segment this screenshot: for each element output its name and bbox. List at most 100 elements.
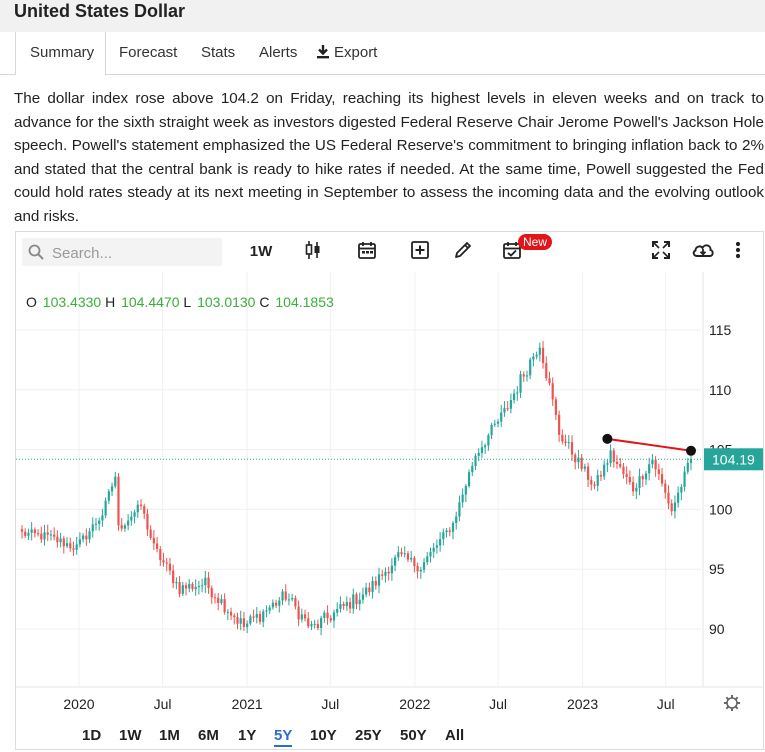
- candle-body: [291, 598, 294, 600]
- fullscreen-button[interactable]: [649, 240, 673, 264]
- gear-icon-tooth: [734, 696, 739, 701]
- candle-body: [320, 617, 323, 628]
- symbol-search[interactable]: [22, 238, 222, 266]
- candle-body: [432, 547, 435, 552]
- candle-body: [88, 531, 91, 540]
- candle-body: [583, 466, 586, 469]
- candle-body: [149, 529, 152, 538]
- candle-body: [175, 582, 178, 584]
- candle-body: [59, 538, 62, 543]
- candle-body: [300, 614, 303, 620]
- candle-body: [496, 421, 500, 424]
- candle-body: [426, 556, 429, 563]
- candle-body: [210, 588, 213, 598]
- tab-summary[interactable]: Summary: [15, 32, 107, 75]
- tab-stats[interactable]: Stats: [201, 32, 235, 74]
- open-label: O: [26, 294, 37, 310]
- candle-body: [146, 513, 149, 530]
- price-chart[interactable]: 90951001051101152020Jul2021Jul2022Jul202…: [16, 232, 763, 720]
- candle-body: [377, 574, 381, 586]
- range-25y[interactable]: 25Y: [355, 727, 382, 744]
- draw-button[interactable]: [451, 240, 475, 264]
- tab-bar: Summary Forecast Stats Alerts Export: [0, 32, 765, 75]
- candle-body: [49, 534, 53, 536]
- candle-body: [72, 548, 75, 550]
- range-10y[interactable]: 10Y: [310, 727, 337, 744]
- candle-body: [246, 623, 249, 627]
- candle-body: [599, 475, 603, 477]
- candle-body: [162, 560, 165, 563]
- range-1w[interactable]: 1W: [119, 727, 142, 744]
- candle-body: [577, 457, 580, 463]
- candle-body: [660, 474, 664, 484]
- candle-body: [558, 414, 561, 435]
- candle-body: [632, 482, 635, 492]
- calendar-button[interactable]: [355, 240, 379, 264]
- candle-body: [201, 585, 204, 587]
- candle-body: [339, 603, 342, 609]
- candle-body: [670, 503, 673, 512]
- candle-body: [184, 585, 188, 589]
- candle-body: [519, 374, 522, 393]
- candle-body: [123, 525, 127, 529]
- search-input[interactable]: [50, 242, 219, 264]
- candle-body: [451, 523, 455, 532]
- candle-body: [268, 607, 271, 611]
- tab-alerts[interactable]: Alerts: [259, 32, 297, 74]
- candle-body: [387, 571, 390, 574]
- candle-body: [586, 466, 590, 480]
- more-options-button[interactable]: [729, 240, 747, 264]
- candle-body: [516, 392, 519, 394]
- candle-body: [619, 464, 622, 467]
- candle-body: [155, 543, 159, 550]
- add-box-icon: [411, 241, 429, 259]
- range-all[interactable]: All: [445, 727, 465, 744]
- candle-body: [393, 557, 397, 566]
- candle-body: [635, 487, 638, 492]
- candle-body: [265, 610, 268, 612]
- candle-body: [191, 583, 194, 590]
- candle-body: [590, 479, 593, 485]
- chart-type-button[interactable]: [301, 240, 325, 264]
- close-value: 104.1853: [275, 294, 334, 310]
- candle-body: [307, 618, 310, 627]
- candle-body: [673, 502, 677, 512]
- candle-body: [403, 553, 406, 555]
- candle-body: [336, 608, 339, 613]
- candle-body: [374, 580, 377, 586]
- tab-export[interactable]: Export: [316, 32, 377, 74]
- candle-body: [56, 536, 59, 543]
- candle-body: [188, 583, 191, 589]
- candle-body: [667, 492, 670, 504]
- price-tick-label: 95: [709, 561, 725, 577]
- candle-body: [348, 602, 352, 609]
- add-indicator-button[interactable]: [408, 240, 432, 264]
- candle-body: [522, 374, 525, 377]
- candle-body: [580, 457, 583, 469]
- time-tick-label: Jul: [489, 696, 507, 712]
- tab-forecast[interactable]: Forecast: [119, 32, 177, 74]
- candle-body: [101, 515, 104, 521]
- candle-body: [535, 354, 538, 357]
- range-1y[interactable]: 1Y: [238, 727, 257, 744]
- events-button[interactable]: [500, 240, 524, 264]
- candle-body: [284, 591, 287, 600]
- candle-body: [85, 535, 88, 540]
- candle-body: [136, 504, 139, 513]
- candle-body: [53, 534, 56, 537]
- tab-alerts-label: Alerts: [259, 44, 298, 61]
- candle-body: [358, 599, 361, 605]
- download-chart-button[interactable]: [690, 240, 716, 264]
- candle-body: [464, 486, 467, 495]
- range-1m[interactable]: 1M: [159, 727, 180, 744]
- range-6m[interactable]: 6M: [198, 727, 219, 744]
- range-5y[interactable]: 5Y: [274, 727, 293, 747]
- search-icon: [28, 244, 44, 260]
- candle-body: [532, 356, 535, 360]
- range-1d[interactable]: 1D: [82, 727, 102, 744]
- interval-button[interactable]: 1W: [249, 243, 273, 260]
- gear-icon[interactable]: [724, 695, 740, 711]
- candle-body: [657, 469, 660, 475]
- range-50y[interactable]: 50Y: [400, 727, 427, 744]
- candle-body: [75, 544, 78, 550]
